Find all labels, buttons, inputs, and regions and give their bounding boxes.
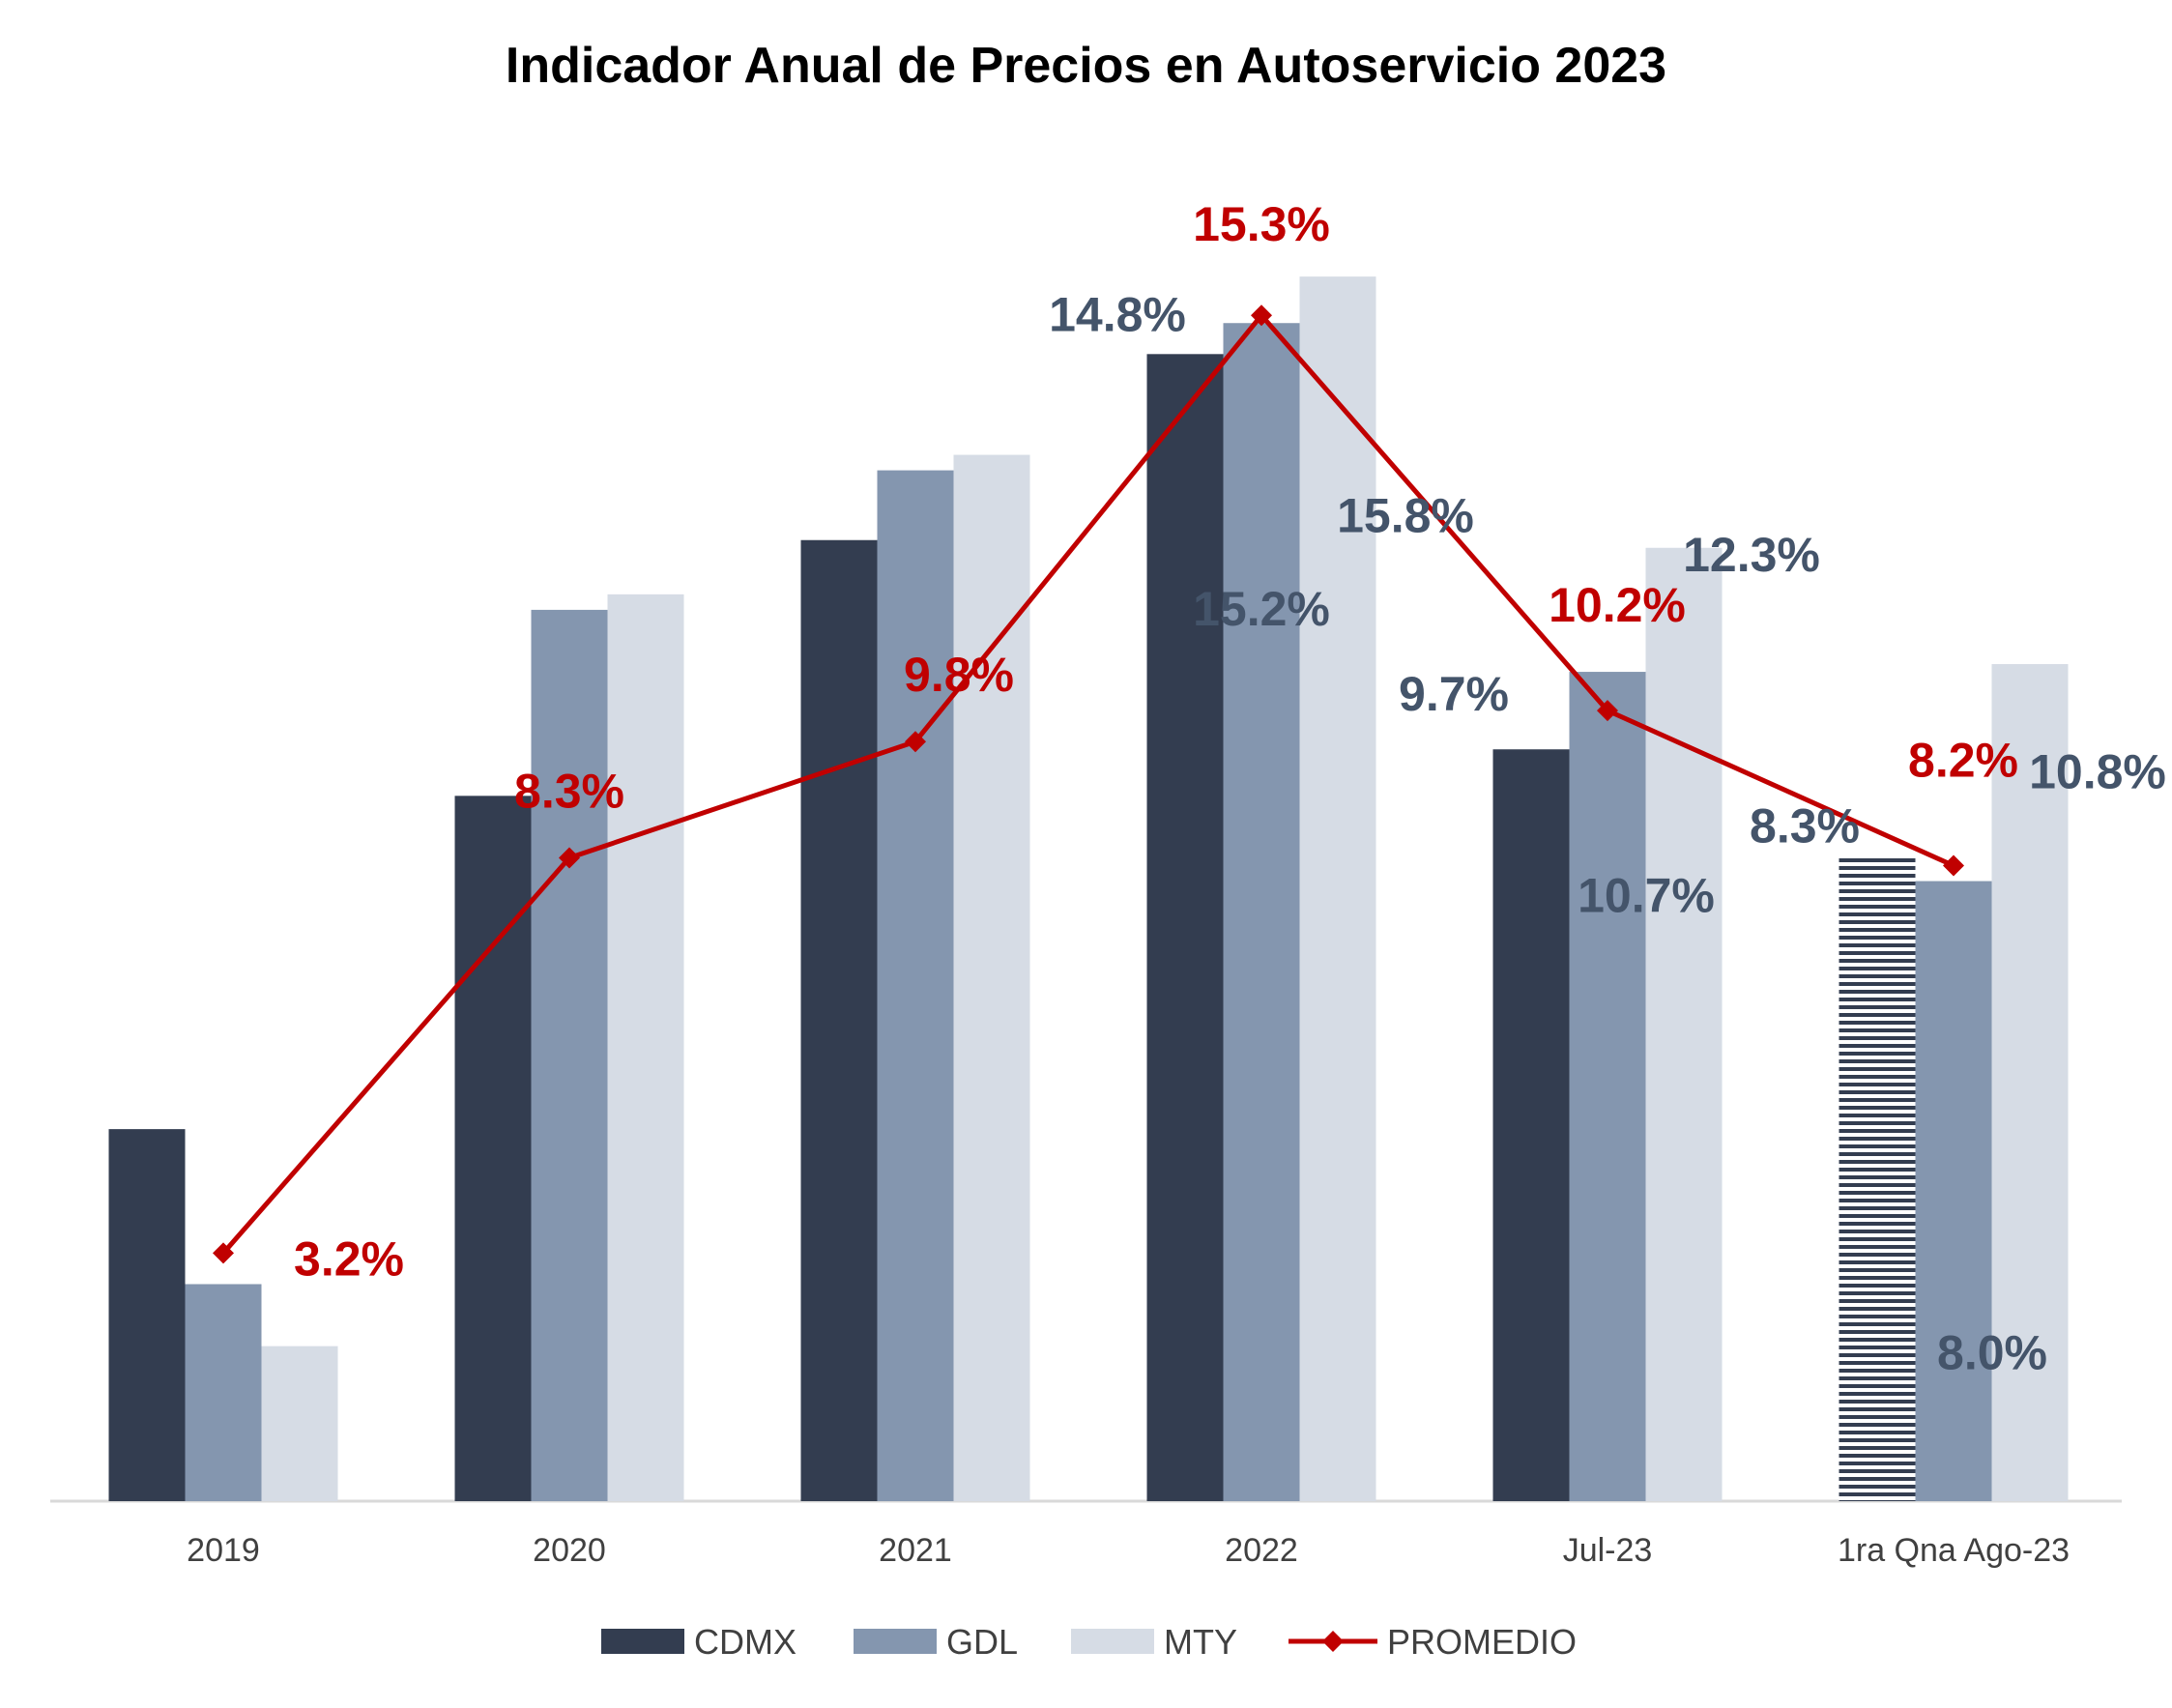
legend-swatch-cdmx — [601, 1629, 684, 1654]
bar-cdmx-2 — [800, 539, 878, 1501]
promedio-label-0: 3.2% — [294, 1231, 404, 1286]
x-tick-label-4: Jul-23 — [1563, 1532, 1653, 1569]
promedio-label-3: 15.3% — [1193, 197, 1330, 251]
promedio-label-2: 9.8% — [904, 648, 1014, 702]
bar-mty-1 — [607, 593, 684, 1501]
bar-mty-5 — [1991, 664, 2069, 1501]
data-label-gdl-5: 8.0% — [1937, 1326, 2047, 1380]
legend-swatch-mty — [1071, 1629, 1154, 1654]
legend-label-cdmx: CDMX — [694, 1622, 796, 1662]
promedio-marker-5 — [1943, 854, 1964, 877]
legend-label-promedio: PROMEDIO — [1387, 1622, 1577, 1662]
legend-label-gdl: GDL — [946, 1622, 1018, 1662]
bar-gdl-0 — [185, 1284, 262, 1501]
data-label-gdl-3: 15.2% — [1193, 582, 1330, 636]
data-label-cdmx-3: 14.8% — [1049, 287, 1186, 341]
legend-swatch-promedio-marker — [1322, 1631, 1344, 1652]
bar-gdl-3 — [1223, 323, 1300, 1502]
promedio-marker-1 — [559, 847, 580, 869]
x-tick-label-5: 1ra Qna Ago-23 — [1838, 1532, 2070, 1569]
data-label-cdmx-5: 8.3% — [1750, 798, 1860, 853]
bar-cdmx-0 — [108, 1129, 186, 1501]
legend-label-mty: MTY — [1164, 1622, 1237, 1662]
bar-gdl-4 — [1569, 672, 1646, 1501]
promedio-label-4: 10.2% — [1549, 578, 1686, 632]
bar-cdmx-1 — [454, 796, 532, 1501]
bar-gdl-2 — [877, 470, 954, 1502]
bar-cdmx-5 — [1839, 857, 1916, 1501]
x-tick-labels: 2019 2020 2021 2022 Jul-23 1ra Qna Ago-23 — [187, 1532, 2070, 1569]
promedio-marker-4 — [1597, 700, 1618, 722]
data-label-cdmx-4: 9.7% — [1399, 667, 1509, 721]
chart-title: Indicador Anual de Precios en Autoservic… — [505, 38, 1667, 94]
data-label-mty-4: 12.3% — [1683, 528, 1820, 582]
bar-mty-2 — [953, 454, 1030, 1502]
x-tick-label-0: 2019 — [187, 1532, 260, 1569]
bar-gdl-1 — [531, 609, 608, 1501]
x-tick-label-2: 2021 — [879, 1532, 952, 1569]
data-labels-group: 14.8%9.7%8.3%15.2%10.7%8.0%15.8%12.3%10.… — [294, 197, 2166, 1379]
bar-mty-3 — [1299, 276, 1376, 1502]
x-tick-label-1: 2020 — [533, 1532, 606, 1569]
bar-mty-4 — [1645, 547, 1723, 1501]
promedio-marker-2 — [905, 731, 926, 753]
promedio-line — [221, 312, 1955, 1256]
promedio-label-1: 8.3% — [514, 764, 624, 818]
legend: CDMX GDL MTY PROMEDIO — [601, 1622, 1577, 1662]
data-label-gdl-4: 10.7% — [1578, 869, 1715, 923]
promedio-marker-3 — [1251, 304, 1272, 327]
bars-group — [108, 276, 2069, 1502]
bar-gdl-5 — [1915, 881, 1992, 1501]
x-tick-label-3: 2022 — [1225, 1532, 1298, 1569]
legend-swatch-gdl — [854, 1629, 937, 1654]
bar-mty-0 — [261, 1346, 338, 1501]
promedio-label-5: 8.2% — [1908, 734, 2018, 788]
promedio-marker-0 — [213, 1242, 234, 1264]
bar-cdmx-3 — [1146, 354, 1224, 1501]
data-label-mty-3: 15.8% — [1337, 489, 1474, 543]
data-label-mty-5: 10.8% — [2029, 744, 2166, 798]
promedio-line-group — [213, 304, 1964, 1264]
bar-cdmx-4 — [1492, 749, 1570, 1501]
